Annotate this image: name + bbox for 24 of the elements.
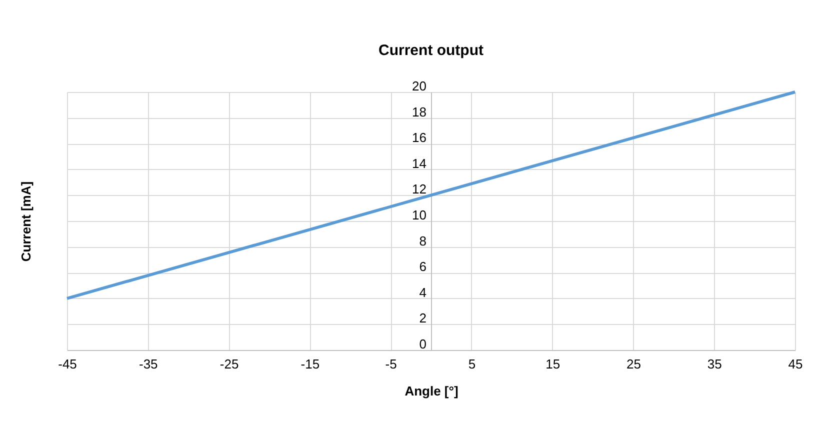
x-tick-label: 15	[546, 356, 560, 372]
y-tick-label: 12	[412, 182, 426, 197]
x-tick-label: 45	[788, 356, 803, 372]
x-tick-label: -5	[385, 356, 397, 372]
y-tick-label: 2	[419, 310, 426, 326]
x-tick-label: 5	[468, 356, 476, 372]
x-tick-label: -35	[138, 356, 158, 372]
x-axis-title: Angle [°]	[404, 384, 458, 398]
y-tick-label: 4	[419, 284, 426, 300]
y-tick-label: 8	[419, 233, 426, 248]
x-tick-label: 25	[626, 356, 641, 372]
x-tick-label: 35	[707, 356, 722, 372]
y-tick-label: 20	[412, 78, 426, 94]
y-tick-label: 0	[419, 336, 426, 352]
chart-title: Current output	[378, 42, 484, 59]
y-tick-label: 10	[412, 208, 426, 222]
y-tick-label: 16	[412, 130, 426, 146]
x-tick-label: -15	[300, 356, 320, 372]
y-axis-title: Current [mA]	[18, 181, 34, 262]
y-tick-label: 18	[412, 104, 426, 120]
x-tick-label: -45	[58, 356, 77, 372]
y-tick-label: 6	[419, 259, 426, 274]
x-tick-label: -25	[220, 356, 239, 372]
y-tick-label: 14	[412, 156, 426, 171]
